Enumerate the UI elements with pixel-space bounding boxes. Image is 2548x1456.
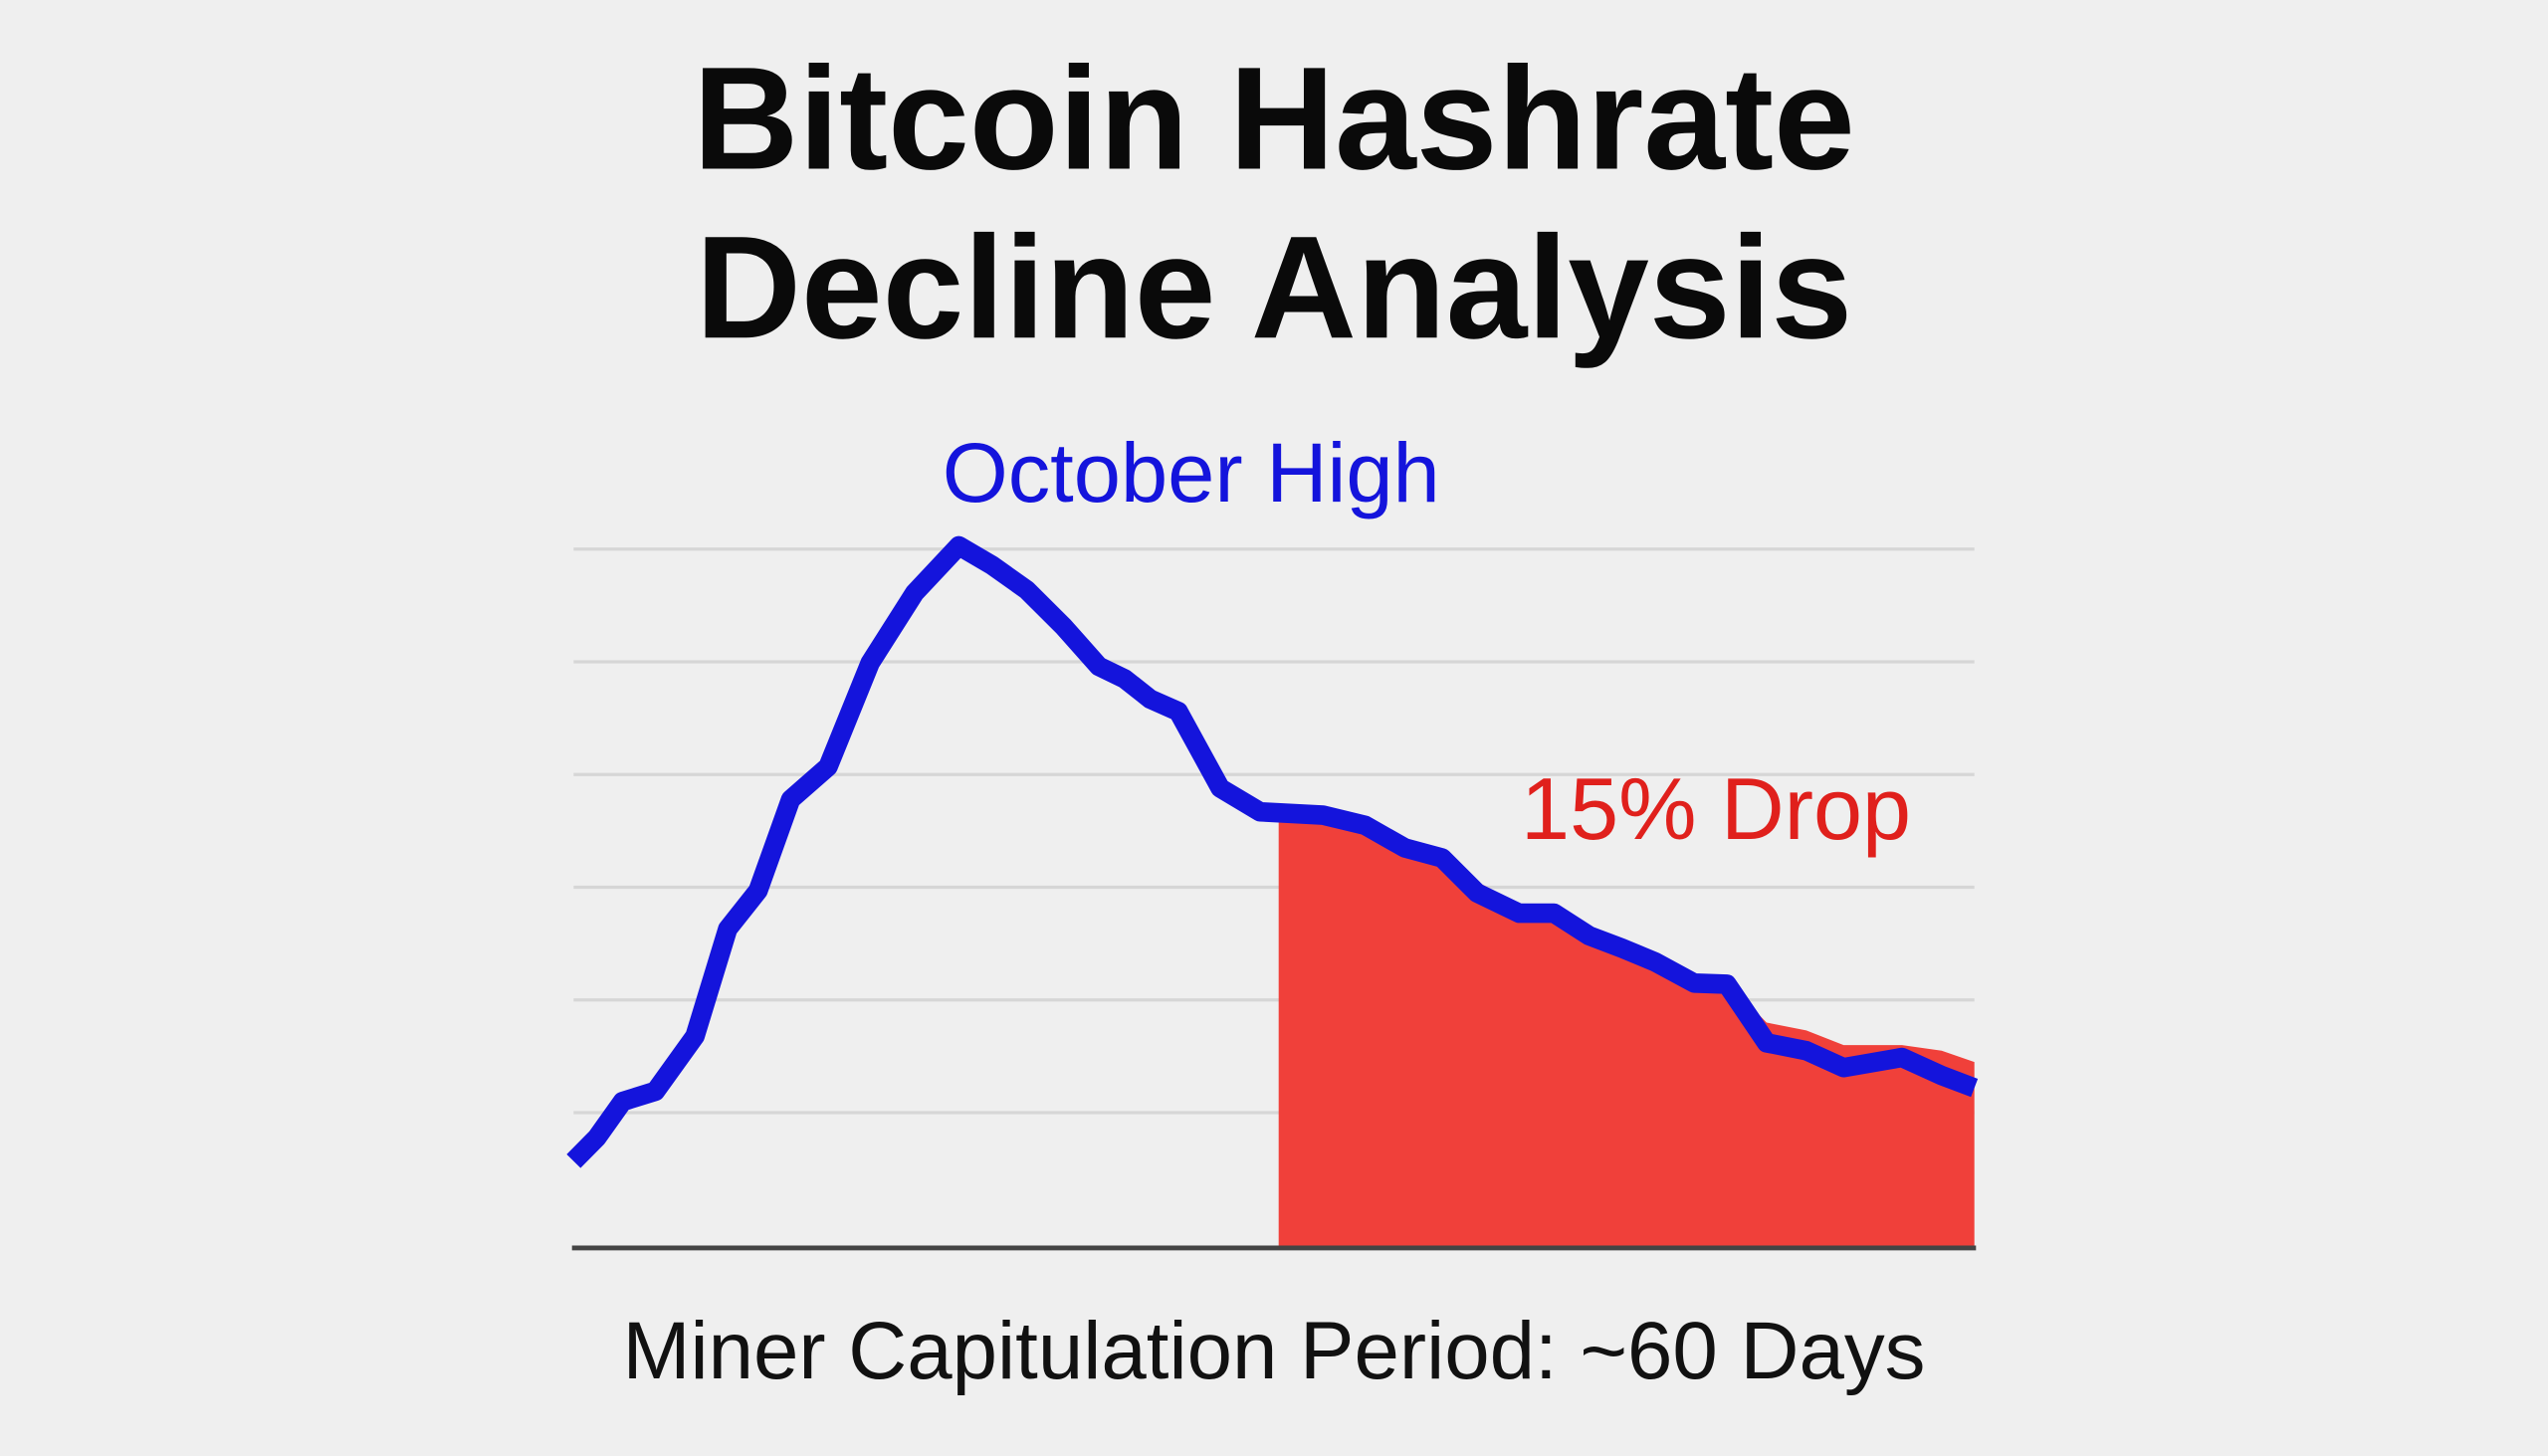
annotation: October High (943, 425, 1440, 520)
line (566, 535, 1979, 1168)
area (1278, 815, 1975, 1248)
footer: Miner Capitulation Period: ~60 Days (623, 1306, 1926, 1396)
plot (566, 535, 1979, 1248)
chart-title: Bitcoin Hashrate (693, 37, 1854, 200)
chart-title: Decline Analysis (696, 206, 1852, 369)
annotation: 15% Drop (1521, 759, 1911, 858)
